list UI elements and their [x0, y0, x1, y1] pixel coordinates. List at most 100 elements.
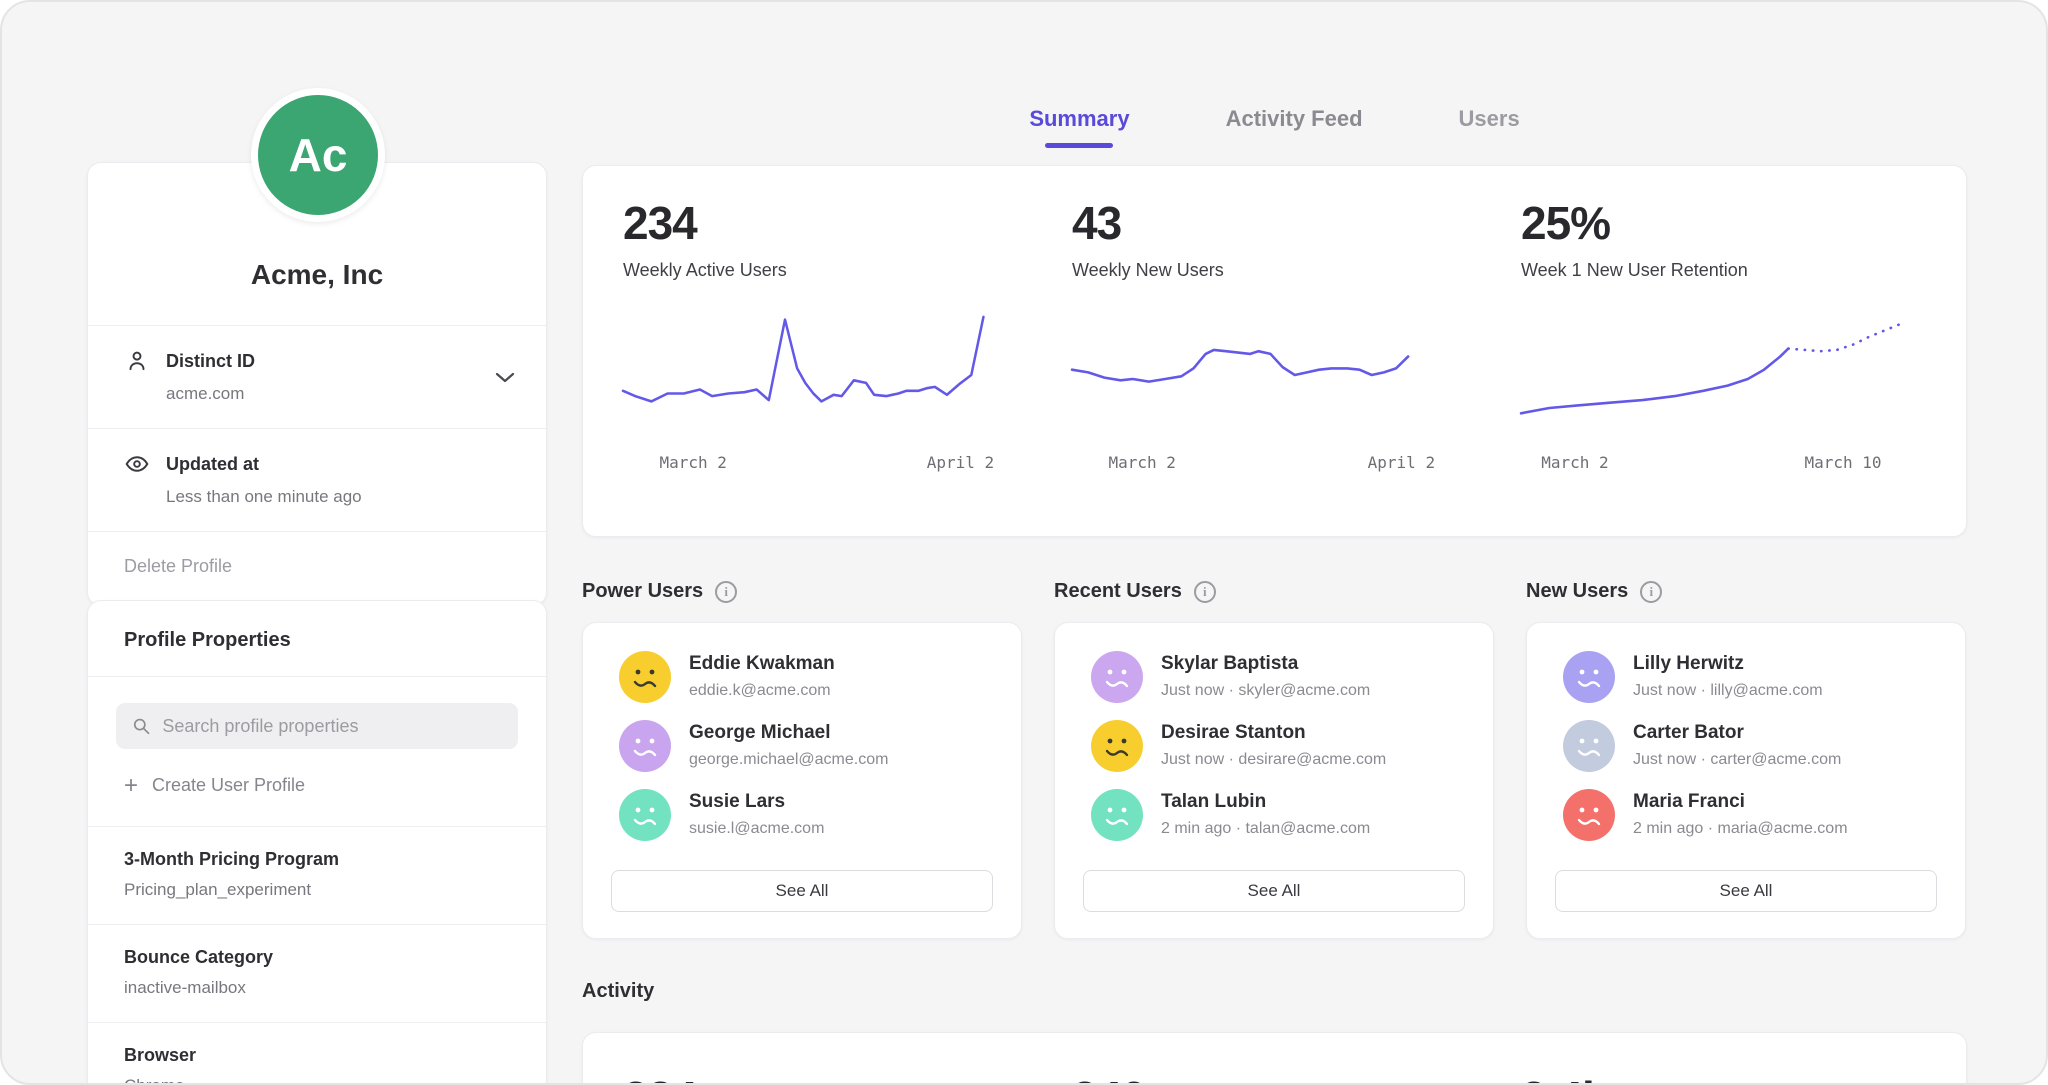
user-list-item[interactable]: Eddie Kwakman eddie.k@acme.com — [619, 651, 993, 703]
new-users-heading: New Users i — [1526, 580, 1966, 603]
chevron-down-icon[interactable] — [494, 370, 516, 384]
user-avatar — [1563, 651, 1615, 703]
property-row-bounce-category[interactable]: Bounce Category inactive-mailbox — [88, 924, 546, 1022]
user-list-item[interactable]: Maria Franci2 min ago · maria@acme.com — [1563, 789, 1937, 841]
create-user-profile-button[interactable]: + Create User Profile — [116, 749, 518, 804]
main-tabs: Summary Activity Feed Users — [582, 106, 1967, 146]
stat-label: Weekly Active Users — [623, 260, 1028, 281]
user-avatar — [619, 789, 671, 841]
user-name: Susie Lars — [689, 789, 824, 813]
user-meta: Just now · lilly@acme.com — [1633, 682, 1823, 700]
user-list-item[interactable]: Carter BatorJust now · carter@acme.com — [1563, 720, 1937, 772]
property-name: Bounce Category — [124, 947, 510, 968]
user-list-item[interactable]: Desirae Stanton Just now · desirare@acme.… — [1091, 720, 1465, 772]
user-avatar — [619, 651, 671, 703]
stat-value: 25% — [1521, 196, 1926, 250]
property-name: 3-Month Pricing Program — [124, 849, 510, 870]
user-list-item[interactable]: George Michael george.michael@acme.com — [619, 720, 993, 772]
x-axis-tick: March 2 — [659, 453, 726, 472]
stat-value: 43 — [1072, 196, 1477, 250]
section-title: Recent Users — [1054, 580, 1182, 603]
stat-weekly-new-users: 43 Weekly New Users March 2April 2 — [1072, 196, 1477, 510]
see-all-button[interactable]: See All — [611, 870, 993, 912]
user-meta: 2 min ago · maria@acme.com — [1633, 820, 1848, 838]
power-users-card: Eddie Kwakman eddie.k@acme.com George Mich… — [582, 622, 1022, 939]
stat-weekly-active-users: 234 Weekly Active Users March 2April 2 — [623, 196, 1028, 510]
activity-heading: Activity — [582, 980, 654, 1003]
stat-value: 234 — [623, 196, 1028, 250]
profile-properties-title: Profile Properties — [88, 601, 546, 676]
avatar-face-icon — [1563, 720, 1615, 772]
user-name: Skylar Baptista — [1161, 651, 1370, 675]
avatar-face-icon — [1563, 651, 1615, 703]
tab-summary[interactable]: Summary — [1029, 106, 1129, 146]
wau-chart: March 2April 2 — [623, 309, 1028, 469]
activity-stat: 234 — [623, 1071, 1028, 1085]
user-meta: eddie.k@acme.com — [689, 682, 835, 700]
property-row-pricing-program[interactable]: 3-Month Pricing Program Pricing_plan_exp… — [88, 826, 546, 924]
user-name: Desirae Stanton — [1161, 720, 1386, 744]
stat-label: Week 1 New User Retention — [1521, 260, 1926, 281]
see-all-button[interactable]: See All — [1555, 870, 1937, 912]
section-title: Power Users — [582, 580, 703, 603]
user-list-item[interactable]: Skylar Baptista Just now · skyler@acme.co… — [1091, 651, 1465, 703]
app-frame: Ac Acme, Inc Distinct ID acme.com — [0, 0, 2048, 1085]
info-icon[interactable]: i — [715, 581, 737, 603]
plus-icon: + — [124, 777, 138, 795]
updated-at-label: Updated at — [166, 454, 259, 475]
user-list-item[interactable]: Talan Lubin 2 min ago · talan@acme.com — [1091, 789, 1465, 841]
updated-at-value: Less than one minute ago — [166, 487, 510, 507]
user-name: Lilly Herwitz — [1633, 651, 1823, 675]
user-meta: Just now · skyler@acme.com — [1161, 682, 1370, 700]
user-avatar — [1563, 789, 1615, 841]
eye-icon — [124, 451, 150, 477]
search-profile-properties — [116, 703, 518, 749]
company-avatar: Ac — [251, 88, 385, 222]
power-users-heading: Power Users i — [582, 580, 1022, 603]
delete-profile-button[interactable]: Delete Profile — [88, 531, 546, 605]
property-value: inactive-mailbox — [124, 978, 510, 998]
avatar-face-icon — [619, 789, 671, 841]
new-users-card: Lilly Herwitz Just now · lilly@acme.com Ca… — [1526, 622, 1966, 939]
distinct-id-row: Distinct ID acme.com — [88, 325, 546, 428]
avatar-face-icon — [1091, 651, 1143, 703]
person-icon — [124, 348, 150, 374]
user-name: George Michael — [689, 720, 888, 744]
see-all-button[interactable]: See All — [1083, 870, 1465, 912]
info-icon[interactable]: i — [1194, 581, 1216, 603]
x-axis-tick: March 2 — [1108, 453, 1175, 472]
user-name: Eddie Kwakman — [689, 651, 835, 675]
user-avatar — [1563, 720, 1615, 772]
section-title: New Users — [1526, 580, 1628, 603]
summary-stats-card: 234 Weekly Active Users March 2April 2 4… — [582, 165, 1967, 537]
user-avatar — [1091, 651, 1143, 703]
recent-users-card: Skylar Baptista Just now · skyler@acme.co… — [1054, 622, 1494, 939]
distinct-id-value: acme.com — [166, 384, 510, 404]
user-cards-row: Eddie Kwakman eddie.k@acme.com George Mich… — [582, 622, 1967, 939]
property-name: Browser — [124, 1045, 510, 1066]
user-name: Talan Lubin — [1161, 789, 1370, 813]
tab-activity-feed[interactable]: Activity Feed — [1226, 106, 1363, 146]
tab-users[interactable]: Users — [1459, 106, 1520, 146]
updated-at-row: Updated at Less than one minute ago — [88, 428, 546, 531]
profile-summary-card: Acme, Inc Distinct ID acme.com — [87, 162, 547, 606]
x-axis-tick: April 2 — [1368, 453, 1435, 472]
avatar-face-icon — [1091, 789, 1143, 841]
property-row-browser[interactable]: Browser Chrome — [88, 1022, 546, 1085]
user-avatar — [619, 720, 671, 772]
avatar-face-icon — [1563, 789, 1615, 841]
user-list-item[interactable]: Susie Larssusie.l@acme.com — [619, 789, 993, 841]
info-icon[interactable]: i — [1640, 581, 1662, 603]
x-axis-tick: March 2 — [1541, 453, 1608, 472]
search-input[interactable] — [162, 716, 502, 737]
stat-retention: 25% Week 1 New User Retention March 2Mar… — [1521, 196, 1926, 510]
activity-stat: 240 — [1072, 1071, 1477, 1085]
user-list-item[interactable]: Lilly Herwitz Just now · lilly@acme.com — [1563, 651, 1937, 703]
recent-users-heading: Recent Users i — [1054, 580, 1494, 603]
retention-chart: March 2March 10 — [1521, 309, 1926, 469]
user-meta: george.michael@acme.com — [689, 751, 888, 769]
user-meta: Just now · desirare@acme.com — [1161, 751, 1386, 769]
profile-dashboard: Ac Acme, Inc Distinct ID acme.com — [0, 0, 2048, 1085]
property-value: Pricing_plan_experiment — [124, 880, 510, 900]
user-meta: 2 min ago · talan@acme.com — [1161, 820, 1370, 838]
